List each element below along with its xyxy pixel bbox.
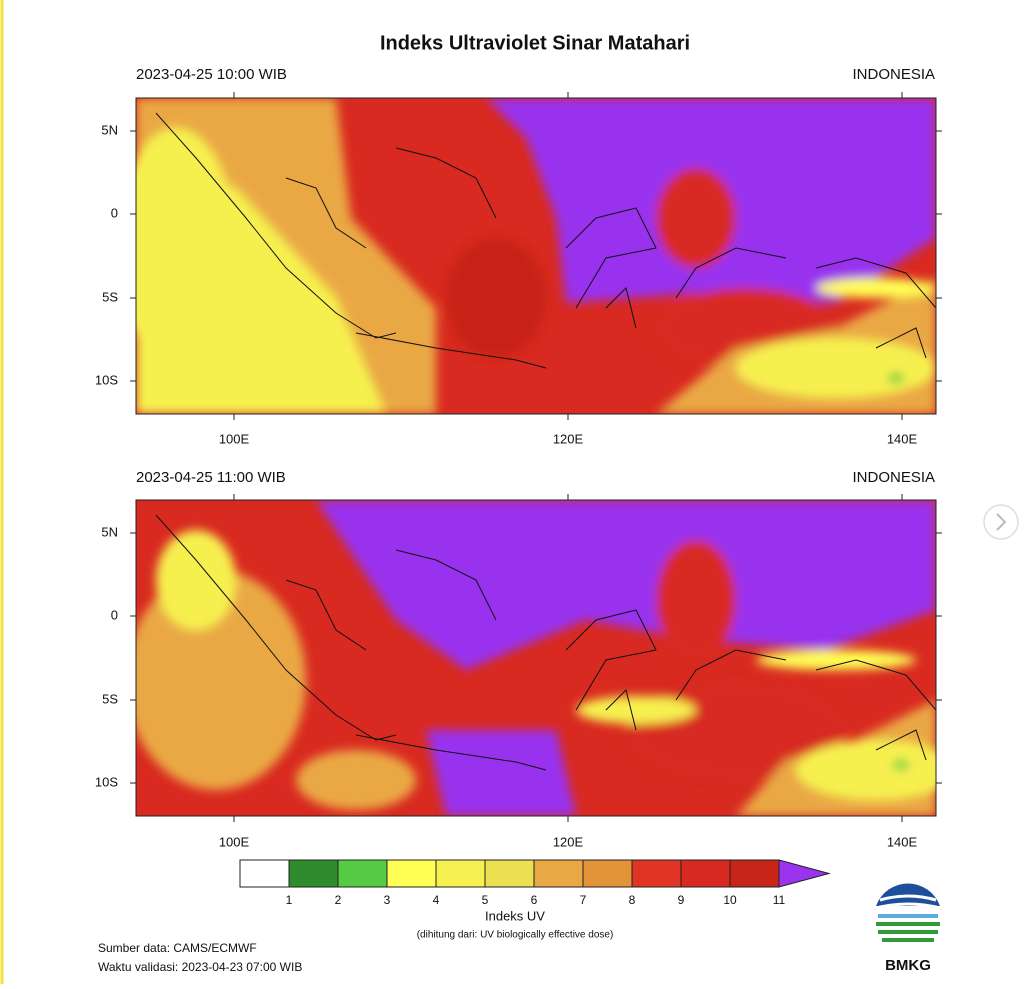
uv-region [656, 540, 736, 660]
lat-label: 5S [102, 289, 118, 304]
colorbar-tick-label: 1 [286, 893, 293, 907]
colorbar-box [386, 859, 437, 888]
colorbar-tick-label: 11 [773, 893, 786, 907]
lon-label: 100E [219, 431, 250, 446]
lat-label: 5S [102, 691, 118, 706]
title: Indeks Ultraviolet Sinar Matahari [380, 32, 690, 54]
coastline [565, 609, 657, 711]
uv-region [656, 168, 736, 268]
colorbar-box [631, 859, 682, 888]
coastline [675, 247, 787, 299]
coastline [285, 177, 367, 249]
lat-label: 0 [111, 607, 118, 622]
panel-region: INDONESIA [852, 66, 935, 83]
panel-time: 2023-04-25 10:00 WIB [136, 66, 287, 83]
next-button[interactable] [983, 504, 1019, 540]
map-frame [135, 97, 937, 415]
coastline [565, 207, 657, 309]
coastline [155, 112, 397, 339]
coastline [395, 549, 497, 621]
uv-region [426, 730, 576, 816]
uv-region [756, 650, 916, 670]
uv-region [736, 338, 936, 398]
map-area [130, 92, 942, 420]
uv-field-blobs [136, 500, 936, 816]
coastline [815, 257, 936, 309]
lon-label: 120E [553, 834, 584, 849]
uv-region [296, 750, 416, 810]
coastline [605, 287, 637, 329]
lon-label: 140E [887, 431, 918, 446]
lat-label: 5N [101, 122, 118, 137]
uv-region [893, 760, 909, 770]
coastline [155, 514, 397, 741]
colorbar-box [484, 859, 535, 888]
lon-label: 100E [219, 834, 250, 849]
uv-region [888, 373, 904, 383]
colorbar-box [435, 859, 486, 888]
uv-region [446, 238, 546, 358]
coastline [815, 659, 936, 711]
colorbar-box [680, 859, 731, 888]
colorbar-tick-label: 8 [629, 893, 636, 907]
coastline [605, 689, 637, 731]
map-area [130, 494, 942, 822]
uv-field [136, 500, 936, 816]
coastline [875, 729, 927, 761]
lat-label: 10S [95, 774, 118, 789]
colorbar-title: Indeks UV [485, 908, 545, 923]
uv-field [136, 98, 936, 414]
uv-region [816, 278, 936, 298]
colorbar-tick-label: 9 [678, 893, 685, 907]
colorbar-box [729, 859, 780, 888]
bmkg-logo [874, 883, 942, 952]
colorbar-tick-label: 3 [384, 893, 391, 907]
uv-region [156, 530, 236, 630]
uv-field-blobs [136, 98, 936, 414]
validity-text: Waktu validasi: 2023-04-23 07:00 WIB [98, 960, 302, 974]
map-panel: 2023-04-25 10:00 WIB INDONESIA 5N 0 5S 10S 100… [95, 66, 942, 446]
uv-region [576, 696, 696, 724]
lon-label: 140E [887, 834, 918, 849]
colorbar-box [288, 859, 339, 888]
uv-region [316, 500, 936, 670]
uv-region [796, 740, 936, 800]
colorbar-tick-label: 7 [580, 893, 587, 907]
coastline [355, 734, 547, 771]
lat-label: 0 [111, 205, 118, 220]
lat-label: 10S [95, 372, 118, 387]
colorbar-box [582, 859, 633, 888]
panel-region: INDONESIA [852, 469, 935, 486]
lat-label: 5N [101, 524, 118, 539]
map-panel: 2023-04-25 11:00 WIB INDONESIA 5N 0 5S 10S 100… [95, 469, 942, 849]
colorbar-subtitle: (dihitung dari: UV biologically effectiv… [417, 930, 614, 941]
colorbar: 1 2 3 4 5 6 7 8 9 10 11 [239, 859, 831, 907]
colorbar-arrow [778, 859, 831, 888]
colorbar-tick-label: 4 [433, 893, 440, 907]
coastline [355, 332, 547, 369]
colorbar-box [533, 859, 584, 888]
lon-label: 120E [553, 431, 584, 446]
colorbar-tick-label: 5 [482, 893, 489, 907]
coastline [285, 579, 367, 651]
uv-region [136, 570, 306, 790]
logo-text: BMKG [885, 957, 931, 974]
uv-region [136, 128, 236, 368]
coastline [875, 327, 927, 359]
source-text: Sumber data: CAMS/ECMWF [98, 941, 257, 955]
coastline [675, 649, 787, 701]
map-frame [135, 499, 937, 817]
colorbar-tick-label: 10 [723, 893, 737, 907]
colorbar-tick-label: 6 [531, 893, 538, 907]
colorbar-box [337, 859, 388, 888]
colorbar-box [239, 859, 290, 888]
panel-time: 2023-04-25 11:00 WIB [136, 469, 286, 486]
coastline [395, 147, 497, 219]
colorbar-tick-label: 2 [335, 893, 342, 907]
